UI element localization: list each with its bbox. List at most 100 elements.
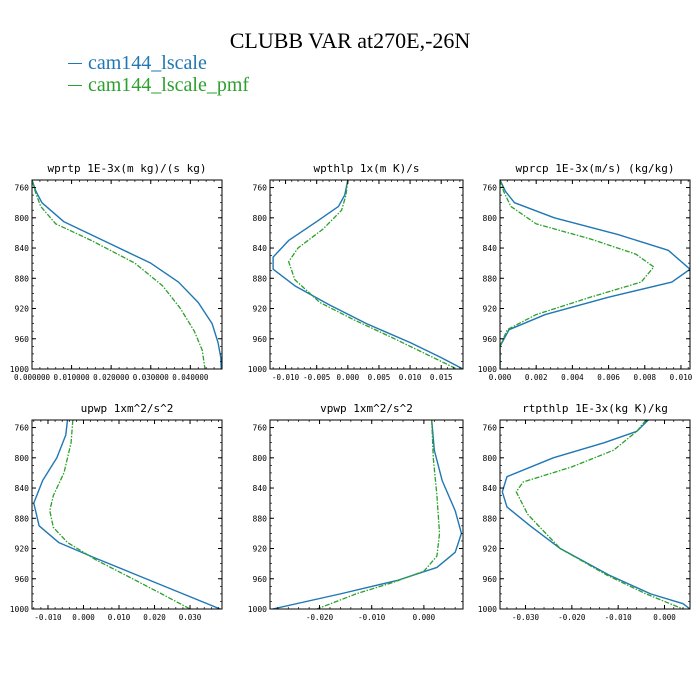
- x-tick-label: 0.010: [670, 373, 693, 382]
- series-line-0: [32, 180, 222, 369]
- legend-label: cam144_lscale_pmf: [88, 74, 250, 96]
- series-line-1: [316, 420, 441, 609]
- x-tick-label: -0.010: [272, 373, 300, 382]
- axes-frame: [499, 419, 691, 610]
- y-tick-label: 920: [253, 305, 268, 314]
- series-line-1: [500, 180, 655, 369]
- x-tick-label: 0.010000: [54, 373, 91, 382]
- x-tick-label: 0.020000: [93, 373, 130, 382]
- legend-label: cam144_lscale: [88, 52, 207, 74]
- x-tick-label: 0.010: [399, 373, 422, 382]
- x-tick-label: -0.005: [303, 373, 330, 382]
- axes-frame: [269, 179, 464, 370]
- y-tick-label: 880: [15, 274, 30, 283]
- y-tick-label: 840: [483, 244, 498, 253]
- y-tick-label: 840: [15, 244, 30, 253]
- y-tick-label: 800: [253, 214, 268, 223]
- y-tick-label: 1000: [478, 605, 497, 614]
- y-tick-label: 920: [483, 305, 498, 314]
- y-tick-label: 960: [483, 575, 498, 584]
- x-tick-label: 0.015: [430, 373, 453, 382]
- y-tick-label: 1000: [478, 365, 497, 374]
- y-tick-label: 760: [253, 424, 268, 433]
- series-line-1: [49, 420, 191, 609]
- x-tick-label: -0.030: [512, 613, 540, 622]
- series-line-0: [501, 420, 690, 609]
- y-tick-label: 840: [253, 244, 268, 253]
- y-tick-label: 1000: [248, 365, 267, 374]
- x-tick-label: 0.004: [561, 373, 584, 382]
- y-tick-label: 960: [483, 335, 498, 344]
- axes-frame: [499, 179, 691, 370]
- x-tick-label: 0.040000: [172, 373, 209, 382]
- y-tick-label: 880: [253, 514, 268, 523]
- y-tick-label: 880: [15, 514, 30, 523]
- y-tick-label: 1000: [10, 605, 29, 614]
- y-tick-label: 960: [15, 575, 30, 584]
- y-tick-label: 800: [253, 454, 268, 463]
- x-tick-label: -0.010: [358, 613, 386, 622]
- x-tick-label: 0.002: [525, 373, 548, 382]
- legend-entry-1: cam144_lscale_pmf: [68, 74, 249, 96]
- chart-panel: vpwp 1xm^2/s^2 760 800 840 880 920 960 1000 -0.0…: [248, 402, 464, 622]
- axes-frame: [31, 179, 223, 370]
- x-tick-label: 0.008: [633, 373, 656, 382]
- chart-panel: wprcp 1E-3x(m/s) (kg/kg) 760 800 840 880 920 9…: [478, 162, 693, 382]
- series-line-1: [515, 420, 684, 609]
- y-tick-label: 840: [15, 484, 30, 493]
- y-tick-label: 760: [15, 424, 30, 433]
- y-tick-label: 920: [253, 545, 268, 554]
- chart-title: wprtp 1E-3x(m kg)/(s kg): [48, 162, 207, 175]
- legend-entry-0: cam144_lscale: [68, 52, 207, 74]
- x-tick-label: 0.000: [489, 373, 512, 382]
- y-tick-label: 760: [15, 184, 30, 193]
- chart-title: vpwp 1xm^2/s^2: [320, 402, 413, 415]
- y-tick-label: 760: [483, 184, 498, 193]
- series-line-0: [33, 420, 221, 609]
- y-tick-label: 760: [253, 184, 268, 193]
- x-tick-label: 0.006: [597, 373, 620, 382]
- x-tick-label: -0.020: [558, 613, 586, 622]
- x-tick-label: 0.000: [413, 613, 436, 622]
- legend-line-swatch: [68, 84, 82, 86]
- axes-frame: [269, 419, 464, 610]
- chart-title: wpthlp 1x(m K)/s: [314, 162, 420, 175]
- series-line-0: [272, 420, 463, 609]
- y-tick-label: 920: [483, 545, 498, 554]
- x-tick-label: 0.030000: [133, 373, 170, 382]
- chart-panel: wpthlp 1x(m K)/s 760 800 840 880 920 960 1000 -0…: [248, 162, 464, 382]
- chart-panel: rtpthlp 1E-3x(kg K)/kg 760 800 840 880 920 960…: [478, 402, 691, 622]
- y-tick-label: 760: [483, 424, 498, 433]
- chart-title: wprcp 1E-3x(m/s) (kg/kg): [516, 162, 675, 175]
- series-line-1: [288, 180, 458, 369]
- chart-title: rtpthlp 1E-3x(kg K)/kg: [522, 402, 668, 415]
- y-tick-label: 800: [483, 214, 498, 223]
- y-tick-label: 920: [15, 305, 30, 314]
- y-tick-label: 960: [15, 335, 30, 344]
- x-tick-label: 0.000000: [14, 373, 51, 382]
- y-tick-label: 840: [483, 484, 498, 493]
- y-tick-label: 1000: [248, 605, 267, 614]
- chart-panel: wprtp 1E-3x(m kg)/(s kg) 760 800 840 880 920 9…: [10, 162, 223, 382]
- x-tick-label: 0.005: [368, 373, 391, 382]
- y-tick-label: 920: [15, 545, 30, 554]
- chart-title: upwp 1xm^2/s^2: [81, 402, 174, 415]
- x-tick-label: 0.030: [179, 613, 202, 622]
- y-tick-label: 880: [483, 514, 498, 523]
- series-line-0: [272, 180, 463, 369]
- y-tick-label: 800: [15, 454, 30, 463]
- y-tick-label: 880: [483, 274, 498, 283]
- y-tick-label: 880: [253, 274, 268, 283]
- x-tick-label: 0.000: [337, 373, 360, 382]
- x-tick-label: -0.020: [306, 613, 334, 622]
- y-tick-label: 800: [483, 454, 498, 463]
- y-tick-label: 960: [253, 335, 268, 344]
- x-tick-label: 0.020: [143, 613, 166, 622]
- series-line-0: [500, 180, 690, 369]
- y-tick-label: 1000: [10, 365, 29, 374]
- axes-frame: [31, 419, 223, 610]
- x-tick-label: 0.010: [108, 613, 131, 622]
- y-tick-label: 840: [253, 484, 268, 493]
